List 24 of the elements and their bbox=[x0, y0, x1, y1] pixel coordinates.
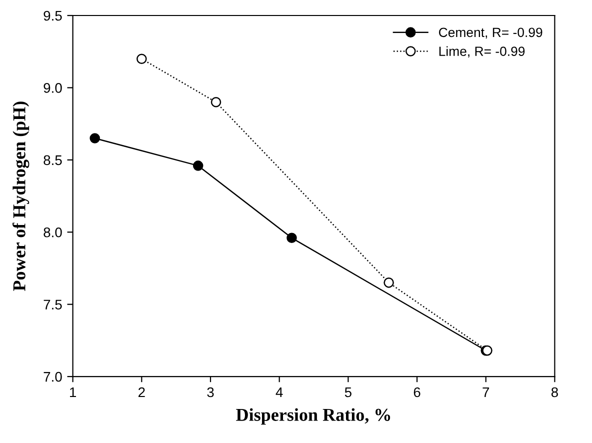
y-tick-label: 8.5 bbox=[44, 155, 62, 166]
point bbox=[136, 54, 147, 64]
x-axis-title: Dispersion Ratio, % bbox=[236, 408, 390, 425]
x-tick-label: 4 bbox=[276, 387, 283, 398]
point bbox=[384, 278, 394, 288]
x-tick-label: 7 bbox=[482, 387, 490, 398]
legend-label: Cement, R= -0.99 bbox=[439, 28, 542, 39]
y-tick-label: 7.5 bbox=[44, 300, 62, 310]
x-tick-label: 2 bbox=[138, 387, 145, 398]
point bbox=[192, 160, 204, 171]
x-tick-label: 6 bbox=[414, 387, 420, 398]
y-tick-label: 8.0 bbox=[44, 227, 62, 238]
y-tick-label: 7.0 bbox=[44, 372, 62, 382]
y-tick-label: 9.5 bbox=[44, 10, 62, 21]
legend-label: Lime, R= -0.99 bbox=[439, 46, 525, 58]
y-tick-label: 9.0 bbox=[44, 83, 62, 93]
x-tick-label: 8 bbox=[551, 387, 558, 398]
point bbox=[90, 133, 100, 144]
x-tick-label: 5 bbox=[344, 387, 352, 398]
y-axis-title: Power of Hydrogen (pH) bbox=[12, 102, 30, 291]
x-tick-label: 1 bbox=[70, 387, 76, 398]
point bbox=[286, 232, 297, 244]
x-tick-label: 3 bbox=[207, 387, 214, 398]
point bbox=[210, 97, 222, 108]
